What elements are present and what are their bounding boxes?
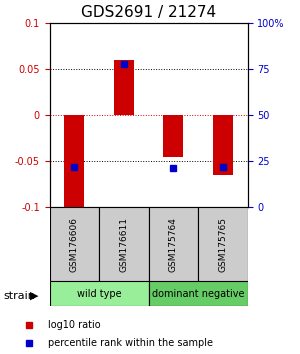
Text: strain: strain	[3, 291, 35, 301]
Text: log10 ratio: log10 ratio	[48, 320, 100, 330]
Text: dominant negative: dominant negative	[152, 289, 244, 299]
Bar	[50, 207, 99, 281]
Text: percentile rank within the sample: percentile rank within the sample	[48, 338, 213, 348]
Bar	[64, 115, 84, 207]
Bar	[148, 281, 248, 306]
Text: GSM175764: GSM175764	[169, 217, 178, 272]
Bar	[164, 115, 183, 158]
Text: GSM175765: GSM175765	[218, 217, 227, 272]
Bar	[50, 281, 148, 306]
Title: GDS2691 / 21274: GDS2691 / 21274	[81, 5, 216, 21]
Bar	[148, 207, 198, 281]
Text: GSM176606: GSM176606	[70, 217, 79, 272]
Text: GSM176611: GSM176611	[119, 217, 128, 272]
Text: wild type: wild type	[77, 289, 121, 299]
Bar	[213, 115, 233, 175]
Bar	[198, 207, 247, 281]
Bar	[114, 60, 134, 115]
Bar	[99, 207, 148, 281]
Text: ▶: ▶	[30, 291, 39, 301]
